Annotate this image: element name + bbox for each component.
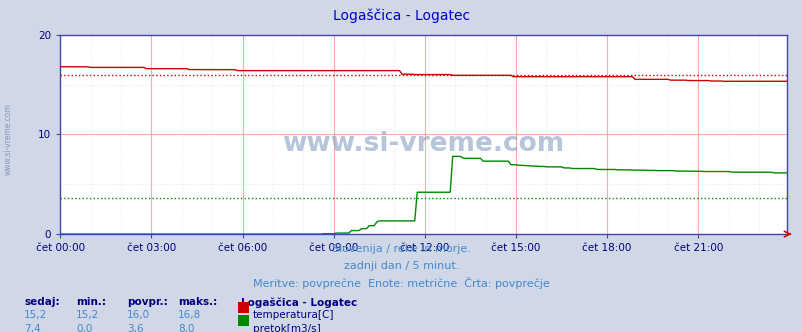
Text: 16,8: 16,8 (178, 310, 201, 320)
Text: sedaj:: sedaj: (24, 297, 59, 307)
Text: pretok[m3/s]: pretok[m3/s] (253, 324, 320, 332)
Text: www.si-vreme.com: www.si-vreme.com (3, 104, 13, 175)
Text: 16,0: 16,0 (127, 310, 150, 320)
Text: povpr.:: povpr.: (127, 297, 168, 307)
Text: 15,2: 15,2 (76, 310, 99, 320)
Text: 8,0: 8,0 (178, 324, 195, 332)
Text: min.:: min.: (76, 297, 106, 307)
Text: www.si-vreme.com: www.si-vreme.com (282, 131, 564, 157)
Text: Logaščica - Logatec: Logaščica - Logatec (333, 8, 469, 23)
Text: Meritve: povprečne  Enote: metrične  Črta: povprečje: Meritve: povprečne Enote: metrične Črta:… (253, 277, 549, 289)
Text: Logaščica - Logatec: Logaščica - Logatec (241, 297, 357, 308)
Text: maks.:: maks.: (178, 297, 217, 307)
Text: Slovenija / reke in morje.: Slovenija / reke in morje. (332, 244, 470, 254)
Text: zadnji dan / 5 minut.: zadnji dan / 5 minut. (343, 261, 459, 271)
Text: 0,0: 0,0 (76, 324, 92, 332)
Text: 15,2: 15,2 (24, 310, 47, 320)
Text: 3,6: 3,6 (127, 324, 144, 332)
Text: 7,4: 7,4 (24, 324, 41, 332)
Text: temperatura[C]: temperatura[C] (253, 310, 334, 320)
